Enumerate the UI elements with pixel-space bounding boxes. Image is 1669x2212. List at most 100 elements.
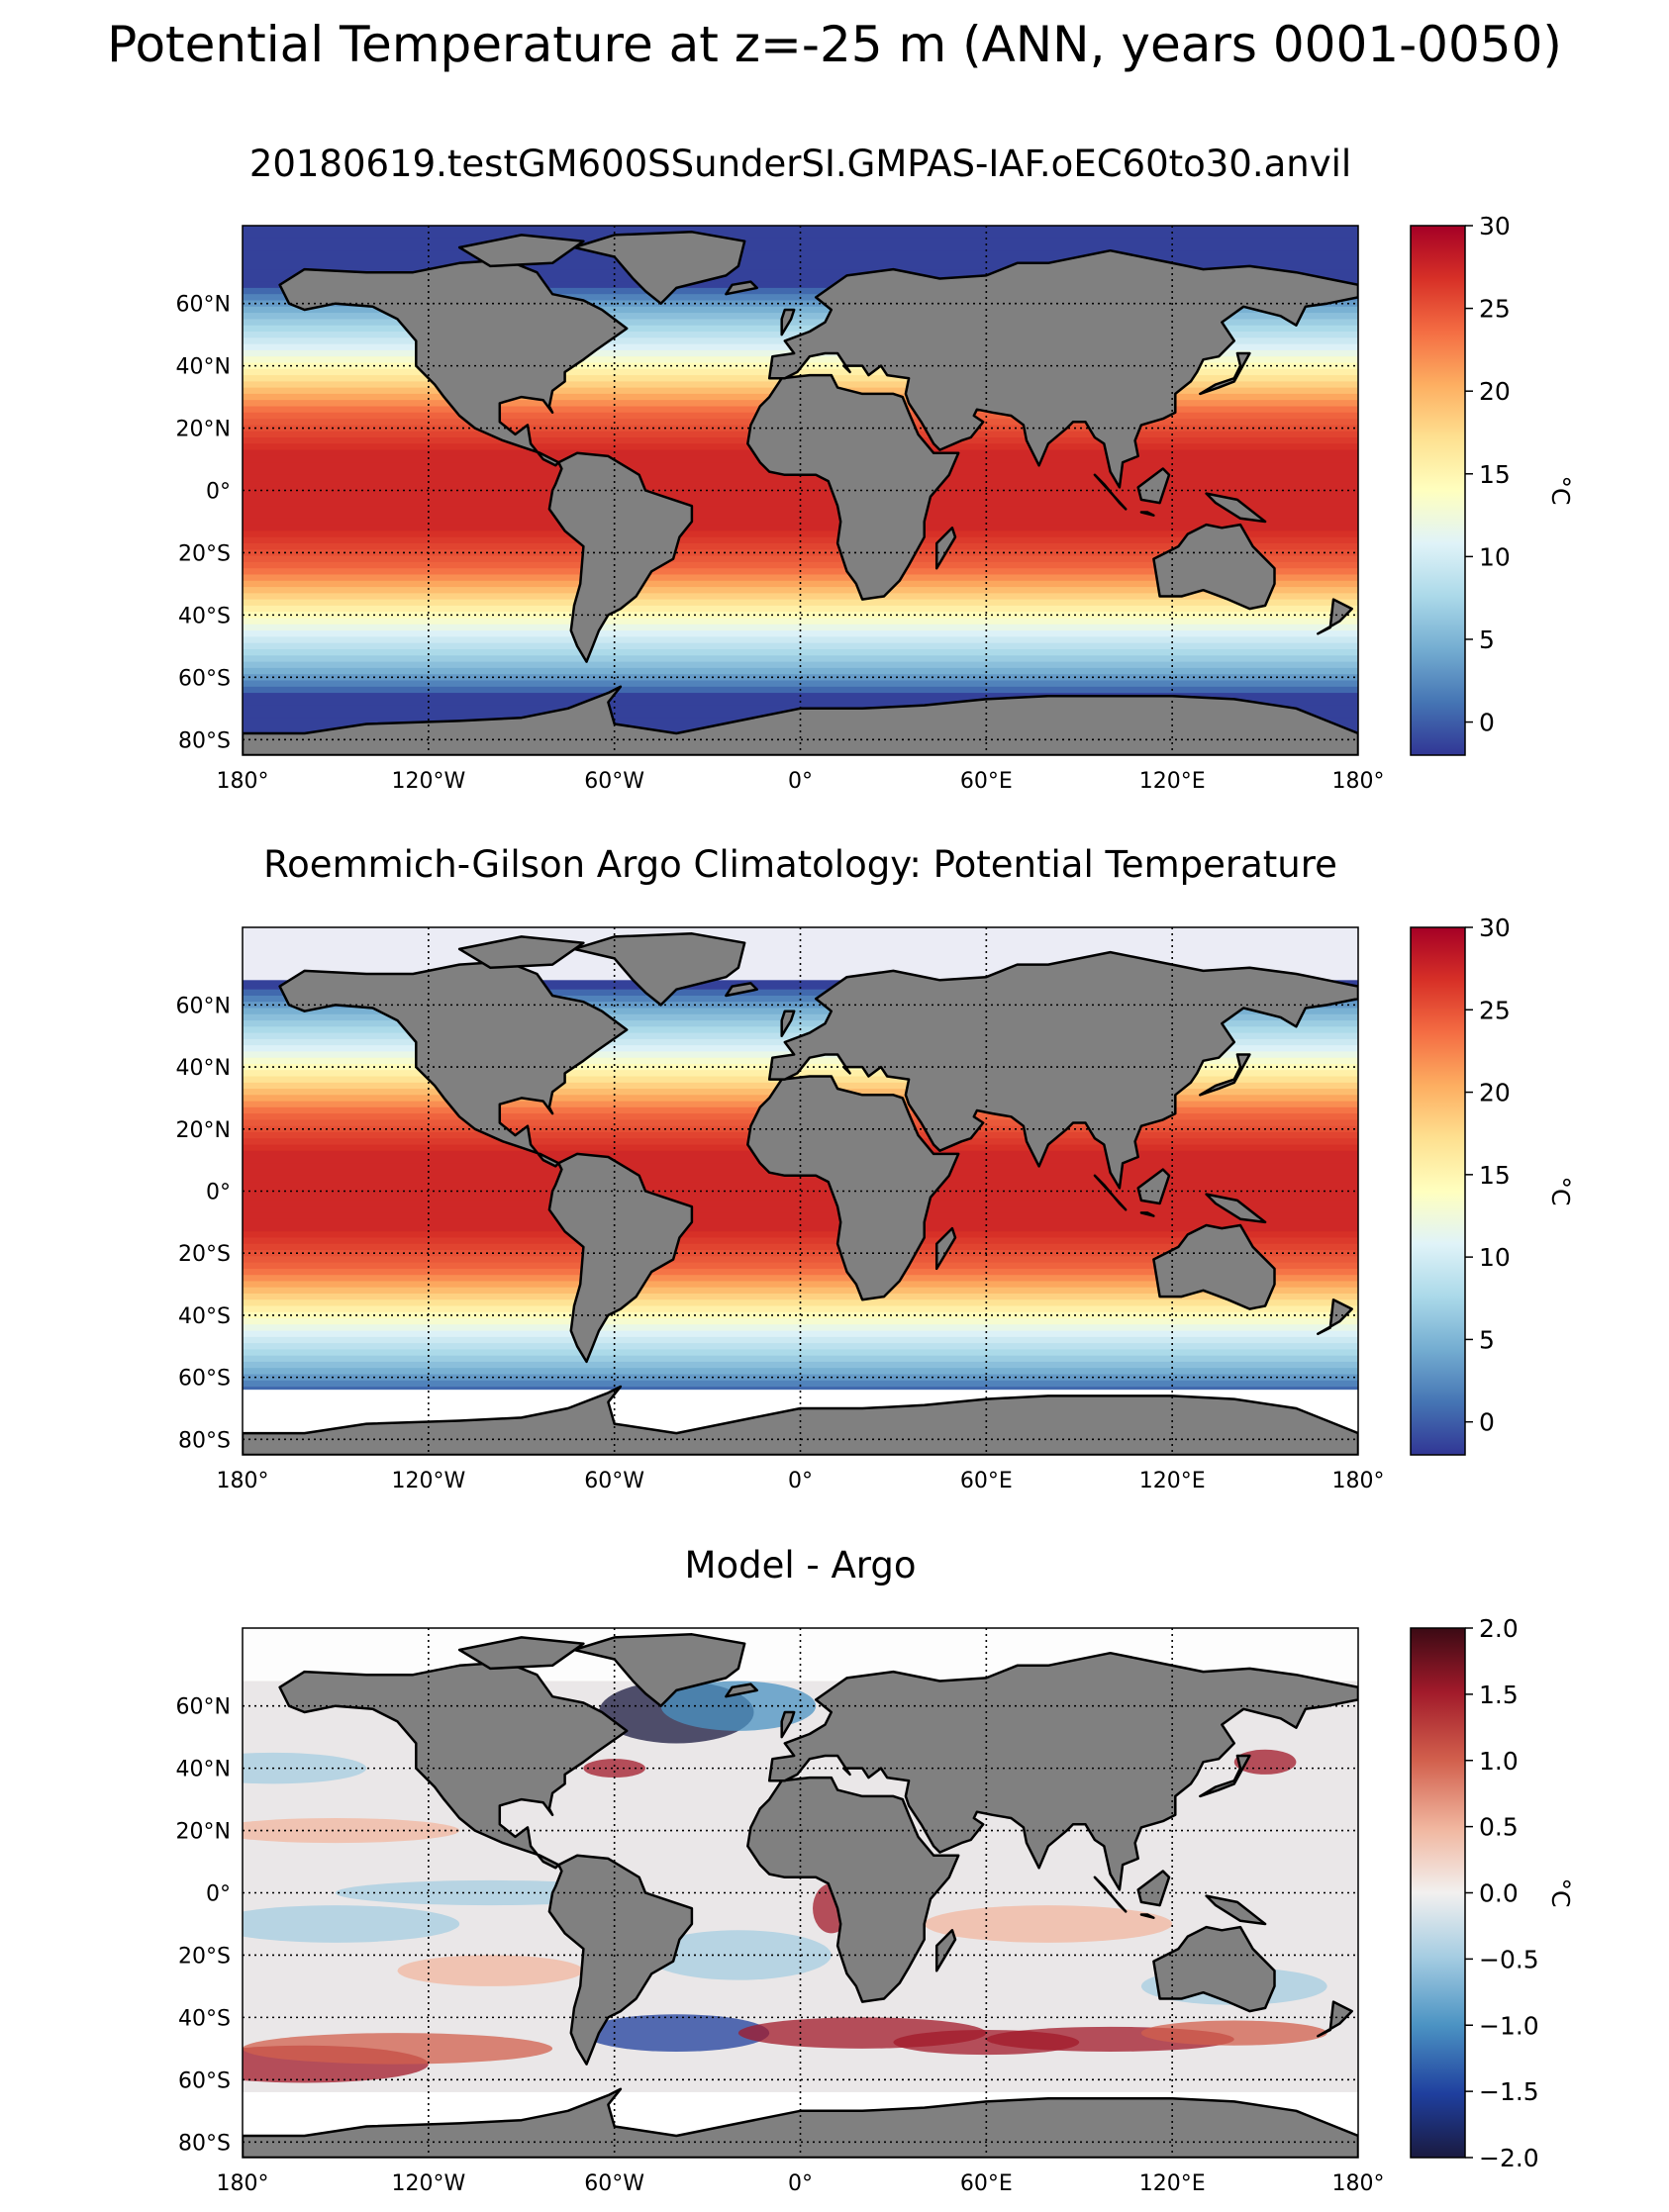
temperature-band bbox=[243, 1330, 1358, 1338]
y-tick-label: 60°N bbox=[176, 293, 231, 318]
temperature-band bbox=[243, 1182, 1358, 1189]
temperature-band bbox=[243, 1250, 1358, 1257]
colorbar-tick-label: 10 bbox=[1479, 542, 1511, 571]
colorbar-tick-label: 30 bbox=[1479, 914, 1511, 942]
y-tick-label: 20°N bbox=[176, 1118, 231, 1143]
colorbar-label: °C bbox=[1546, 476, 1575, 506]
colorbar-tick-label: 20 bbox=[1479, 377, 1511, 406]
land-mass bbox=[725, 1683, 758, 1698]
colorbar-tick-label: 1.5 bbox=[1479, 1681, 1519, 1709]
x-tick-label: 60°W bbox=[584, 769, 644, 794]
anomaly-patch bbox=[660, 1681, 817, 1731]
colorbar-label: °C bbox=[1546, 1177, 1575, 1206]
land-mass bbox=[547, 1854, 694, 2066]
y-tick-label: 60°S bbox=[178, 666, 231, 691]
y-tick-label: 60°N bbox=[176, 994, 231, 1018]
x-tick-label: 180° bbox=[217, 769, 269, 794]
temperature-band bbox=[243, 243, 1358, 251]
figure-title: Potential Temperature at z=-25 m (ANN, y… bbox=[107, 16, 1562, 73]
temperature-band bbox=[243, 612, 1358, 620]
temperature-band bbox=[243, 605, 1358, 613]
land-mass bbox=[780, 308, 796, 337]
land-mass bbox=[725, 280, 758, 296]
temperature-band bbox=[243, 1194, 1358, 1202]
map-field bbox=[243, 226, 1358, 755]
colorbar-tick-label: −1.0 bbox=[1479, 2011, 1539, 2040]
x-tick-label: 60°E bbox=[960, 769, 1013, 794]
temperature-band bbox=[243, 1256, 1358, 1264]
y-tick-label: 40°N bbox=[176, 1056, 231, 1081]
temperature-band bbox=[243, 275, 1358, 283]
temperature-band bbox=[243, 642, 1358, 650]
land-mass bbox=[572, 932, 746, 1007]
temperature-band bbox=[243, 1368, 1358, 1376]
land-mass bbox=[457, 234, 585, 268]
land-mass bbox=[725, 982, 758, 998]
temperature-band bbox=[243, 1349, 1358, 1357]
land-mass bbox=[1205, 492, 1267, 524]
colorbar-tick-label: −0.5 bbox=[1479, 1945, 1539, 1973]
y-tick-label: 20°S bbox=[178, 1944, 231, 1969]
y-tick-label: 0° bbox=[206, 1181, 231, 1205]
colorbar-tick-label: 15 bbox=[1479, 460, 1511, 489]
land-mass bbox=[746, 373, 960, 601]
land-mass bbox=[1136, 1870, 1171, 1907]
temperature-band bbox=[243, 587, 1358, 594]
y-tick-label: 0° bbox=[206, 1882, 231, 1907]
land-mass bbox=[1136, 467, 1171, 505]
land-mass bbox=[1139, 511, 1155, 517]
y-tick-label: 40°N bbox=[176, 355, 231, 380]
land-mass bbox=[1139, 1211, 1155, 1217]
map-field bbox=[243, 1628, 1358, 2158]
x-tick-label: 180° bbox=[1332, 2171, 1385, 2196]
colorbar-gradient bbox=[1410, 1627, 1466, 2159]
x-tick-label: 60°E bbox=[960, 1469, 1013, 1493]
land-mass bbox=[780, 1710, 796, 1739]
land-mass bbox=[243, 2087, 1358, 2158]
temperature-band bbox=[243, 368, 1358, 376]
x-tick-label: 180° bbox=[1332, 1469, 1385, 1493]
temperature-band bbox=[243, 624, 1358, 631]
temperature-band bbox=[243, 262, 1358, 270]
y-tick-label: 40°N bbox=[176, 1758, 231, 1782]
temperature-band bbox=[243, 1212, 1358, 1220]
y-tick-label: 60°S bbox=[178, 2068, 231, 2093]
y-tick-label: 80°S bbox=[178, 1428, 231, 1453]
temperature-band bbox=[243, 599, 1358, 607]
land-mass bbox=[1205, 1193, 1267, 1224]
map-panel-2: Roemmich-Gilson Argo Climatology: Potent… bbox=[176, 843, 1575, 1493]
anomaly-patch bbox=[243, 2033, 553, 2065]
colorbar-tick-label: 0 bbox=[1479, 709, 1495, 737]
map-frame bbox=[242, 926, 1359, 1456]
y-tick-label: 40°S bbox=[178, 2006, 231, 2031]
temperature-band bbox=[243, 474, 1358, 482]
colorbar-tick-label: −2.0 bbox=[1479, 2144, 1539, 2172]
land-mass bbox=[934, 1226, 957, 1271]
x-tick-label: 180° bbox=[217, 1469, 269, 1493]
temperature-band bbox=[243, 499, 1358, 507]
temperature-band bbox=[243, 1243, 1358, 1251]
temperature-band bbox=[243, 655, 1358, 663]
y-tick-label: 20°N bbox=[176, 418, 231, 442]
temperature-band bbox=[243, 630, 1358, 637]
land-mass bbox=[1152, 1223, 1276, 1310]
anomaly-patch bbox=[644, 1930, 832, 1980]
temperature-band bbox=[243, 977, 1358, 985]
anomaly-patch bbox=[583, 2014, 770, 2052]
temperature-band bbox=[243, 1355, 1358, 1363]
x-tick-label: 180° bbox=[217, 2171, 269, 2196]
x-tick-label: 120°E bbox=[1139, 769, 1206, 794]
temperature-band bbox=[243, 1311, 1358, 1319]
y-tick-label: 60°S bbox=[178, 1367, 231, 1392]
colorbar-tick-label: 2.0 bbox=[1479, 1614, 1519, 1643]
temperature-band bbox=[243, 1206, 1358, 1214]
land-mass bbox=[1199, 351, 1251, 396]
panels-layer: 20180619.testGM600SSunderSI.GMPAS-IAF.oE… bbox=[176, 143, 1575, 2196]
temperature-band bbox=[243, 1188, 1358, 1196]
land-mass bbox=[457, 935, 585, 970]
y-tick-label: 40°S bbox=[178, 604, 231, 628]
y-tick-label: 20°S bbox=[178, 1242, 231, 1267]
anomaly-patch bbox=[243, 1752, 367, 1784]
colorbar: 2.0 1.5 1.0 0.5 0.0 −0.5 −1.0 −1.5 −2.0 °C bbox=[1410, 1614, 1575, 2172]
temperature-band bbox=[243, 518, 1358, 526]
